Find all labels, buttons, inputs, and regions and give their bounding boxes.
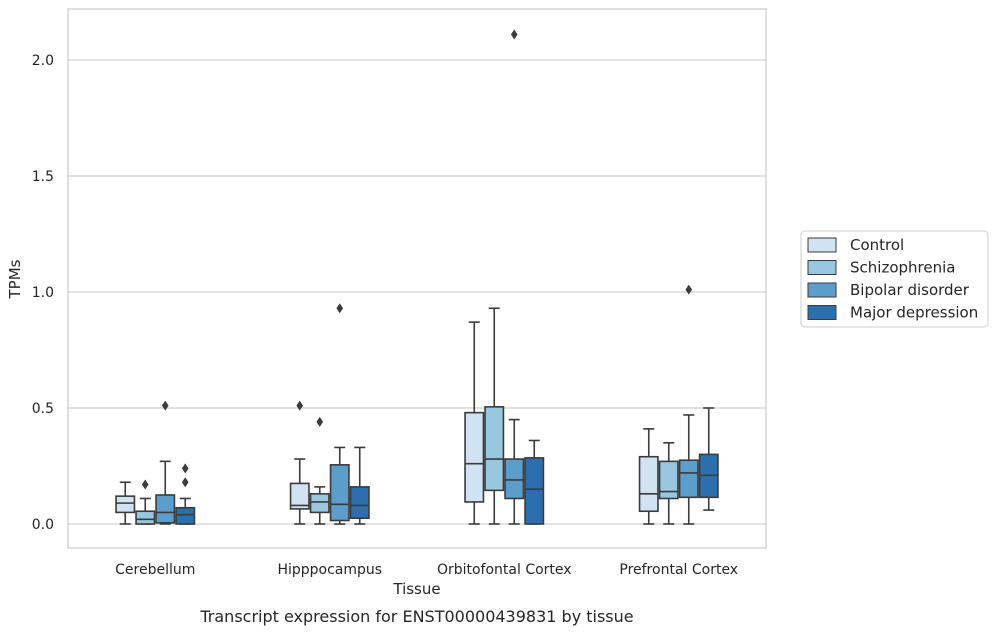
x-tick-label: Cerebellum [115, 562, 195, 578]
iqr-box [658, 460, 679, 500]
series-major-depression [175, 407, 719, 525]
outlier-point [510, 29, 518, 40]
box-orbitofontal-cortex-control [464, 321, 485, 525]
y-axis-title: TPMs [6, 259, 24, 299]
box-hipppocampus-schizophrenia [309, 416, 330, 525]
box-hipppocampus-control [289, 400, 310, 525]
y-tick-label: 1.0 [32, 285, 54, 301]
box-cerebellum-bipolar-disorder [155, 400, 176, 525]
y-tick-label: 0.5 [32, 401, 54, 417]
iqr-box [678, 459, 699, 499]
series-control [115, 321, 659, 525]
y-tick-labels: 0.0 0.5 1.0 1.5 2.0 [32, 53, 54, 533]
iqr-box [524, 457, 545, 525]
series-schizophrenia [135, 307, 679, 525]
iqr-box [309, 493, 330, 514]
legend-label-major-depression: Major depression [850, 304, 978, 322]
iqr-box [115, 495, 136, 514]
box-series [115, 29, 719, 525]
box-prefrontal-cortex-major-depression [698, 407, 719, 511]
series-bipolar-disorder [155, 29, 699, 525]
legend-label-bipolar-disorder: Bipolar disorder [850, 281, 970, 299]
x-tick-label: Prefrontal Cortex [619, 562, 738, 578]
box-orbitofontal-cortex-bipolar-disorder [504, 29, 525, 525]
box-cerebellum-control [115, 481, 136, 525]
iqr-box [135, 510, 156, 525]
x-tick-label: Hipppocampus [277, 562, 382, 578]
legend-label-control: Control [850, 236, 904, 254]
outlier-point [181, 463, 189, 474]
box-hipppocampus-major-depression [349, 446, 370, 525]
plot-frame [67, 8, 767, 549]
y-tick-label: 1.5 [32, 169, 54, 185]
y-tick-label: 0.0 [32, 517, 54, 533]
iqr-box [155, 494, 176, 524]
legend-swatch-control [807, 237, 837, 253]
legend-swatch-major-depression [807, 305, 837, 320]
iqr-box [484, 406, 505, 492]
outlier-point [296, 400, 304, 411]
iqr-box [504, 458, 525, 500]
outlier-point [181, 477, 189, 488]
outlier-point [336, 303, 344, 314]
legend-frame [800, 230, 989, 328]
outlier-point [141, 479, 149, 490]
outlier-point [316, 416, 324, 427]
iqr-box [289, 482, 310, 510]
x-tick-labels: Cerebellum Hipppocampus Orbitofontal Corte… [115, 562, 738, 578]
iqr-box [349, 486, 370, 520]
iqr-box [464, 411, 485, 503]
outlier-point [161, 400, 169, 411]
iqr-box [638, 455, 659, 513]
box-orbitofontal-cortex-schizophrenia [484, 307, 505, 525]
box-cerebellum-major-depression [175, 463, 196, 525]
box-cerebellum-schizophrenia [135, 479, 156, 525]
box-orbitofontal-cortex-major-depression [524, 439, 545, 525]
outlier-point [685, 284, 693, 295]
iqr-box [329, 464, 350, 522]
y-tick-label: 2.0 [32, 53, 54, 69]
box-prefrontal-cortex-control [638, 428, 659, 525]
iqr-box [175, 506, 196, 525]
box-prefrontal-cortex-schizophrenia [658, 441, 679, 525]
legend: Control Schizophrenia Bipolar disorder Majo… [800, 230, 989, 328]
x-tick-label: Orbitofontal Cortex [437, 562, 572, 578]
legend-swatch-schizophrenia [807, 260, 837, 275]
legend-label-schizophrenia: Schizophrenia [850, 259, 955, 277]
box-hipppocampus-bipolar-disorder [329, 303, 350, 525]
x-axis-title: Tissue [392, 580, 440, 598]
legend-swatch-bipolar-disorder [807, 282, 837, 298]
chart-caption: Transcript expression for ENST0000043983… [199, 607, 633, 626]
box-prefrontal-cortex-bipolar-disorder [678, 284, 699, 525]
